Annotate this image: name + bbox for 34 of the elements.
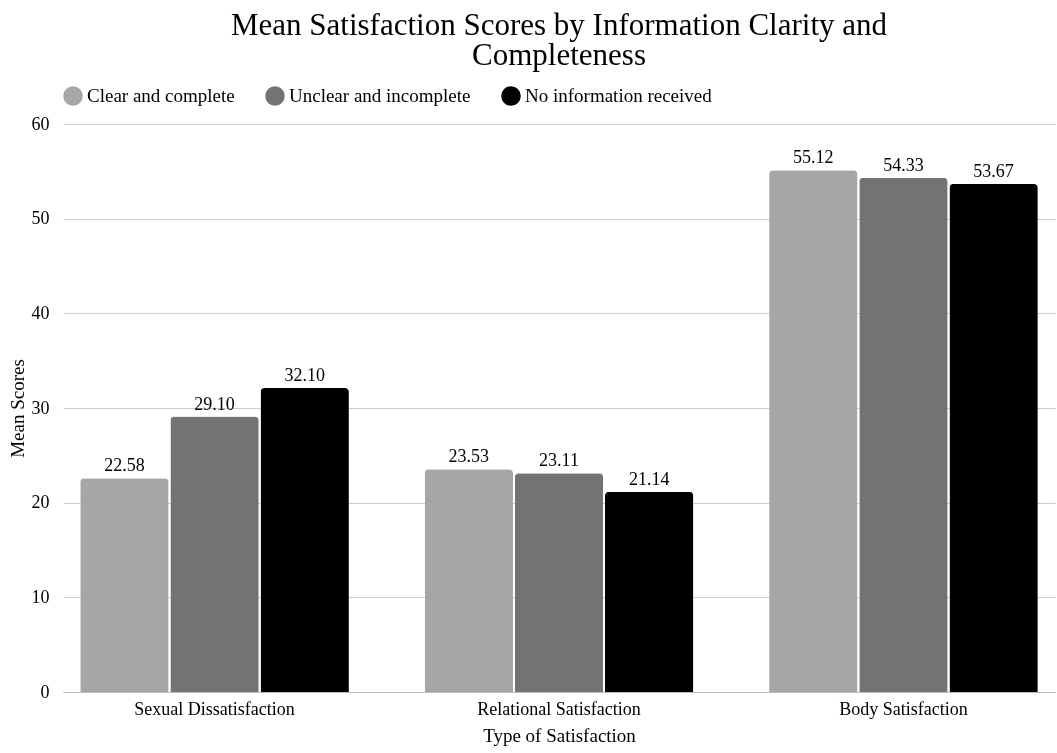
data-label: 29.10 (194, 393, 235, 414)
x-tick-label: Relational Satisfaction (477, 698, 641, 719)
legend-label: Clear and complete (87, 85, 235, 106)
y-tick-label: 60 (31, 113, 50, 134)
bar (514, 473, 604, 692)
data-label: 53.67 (973, 160, 1014, 181)
bar (769, 170, 858, 692)
x-tick-label: Body Satisfaction (839, 698, 968, 719)
y-axis-title: Mean Scores (6, 359, 28, 458)
y-tick-label: 10 (31, 586, 50, 607)
y-tick-label: 30 (31, 397, 50, 418)
data-label: 21.14 (628, 468, 670, 489)
y-tick-label: 0 (40, 681, 50, 702)
data-label: 32.10 (284, 365, 325, 386)
data-label: 22.58 (104, 455, 145, 476)
data-label: 23.11 (539, 450, 579, 471)
data-label: 23.53 (448, 446, 490, 467)
legend-label: No information received (525, 85, 713, 106)
data-label: 54.33 (883, 154, 924, 175)
y-tick-label: 40 (31, 302, 50, 323)
bar (859, 177, 948, 692)
bar (80, 478, 169, 692)
y-tick-label: 50 (31, 208, 50, 229)
bar (949, 183, 1038, 692)
legend-label: Unclear and incomplete (289, 85, 471, 106)
x-axis-title: Type of Satisfaction (483, 724, 637, 746)
data-label: 55.12 (793, 147, 834, 168)
bar (424, 469, 514, 692)
x-tick-label: Sexual Dissatisfaction (134, 698, 295, 719)
bar (170, 416, 259, 692)
y-tick-label: 20 (31, 492, 50, 513)
chart-title: Mean Satisfaction Scores by Information Clarity and Completeness (230, 7, 888, 72)
bar (260, 388, 349, 692)
bar (604, 491, 694, 692)
